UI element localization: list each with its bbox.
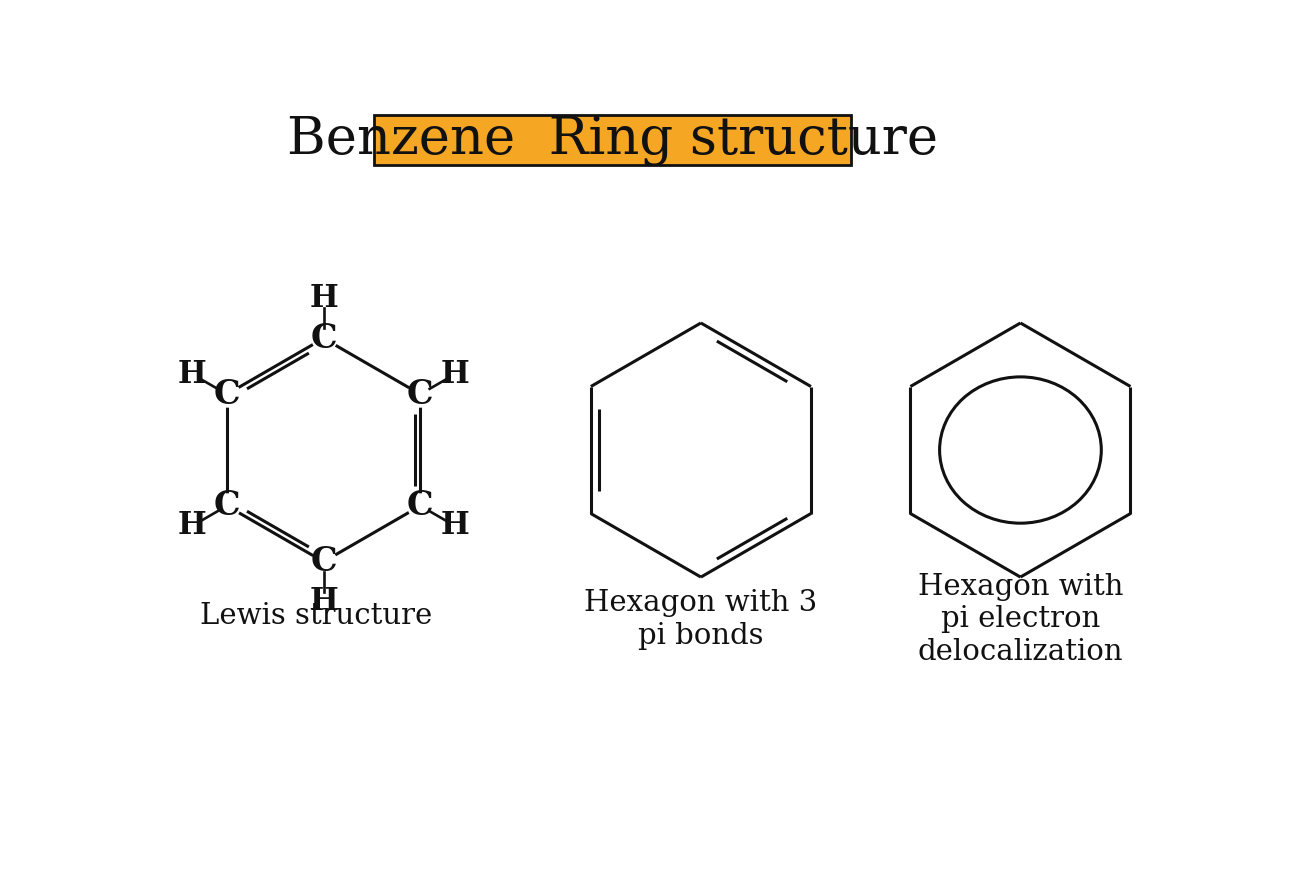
- Text: Hexagon with 3
pi bonds: Hexagon with 3 pi bonds: [584, 589, 818, 650]
- Text: C: C: [213, 490, 240, 522]
- Text: H: H: [178, 511, 207, 542]
- Text: Lewis structure: Lewis structure: [200, 602, 432, 630]
- Text: C: C: [407, 490, 433, 522]
- Text: Benzene  Ring structure: Benzene Ring structure: [287, 115, 937, 166]
- Text: H: H: [178, 359, 207, 390]
- Text: C: C: [407, 377, 433, 411]
- Text: H: H: [441, 359, 469, 390]
- Text: H: H: [309, 587, 338, 617]
- Text: C: C: [311, 322, 337, 355]
- FancyBboxPatch shape: [373, 115, 852, 165]
- Text: C: C: [311, 545, 337, 579]
- Text: Hexagon with
pi electron
delocalization: Hexagon with pi electron delocalization: [918, 573, 1123, 666]
- Text: H: H: [441, 511, 469, 542]
- Text: C: C: [213, 377, 240, 411]
- Text: H: H: [309, 283, 338, 314]
